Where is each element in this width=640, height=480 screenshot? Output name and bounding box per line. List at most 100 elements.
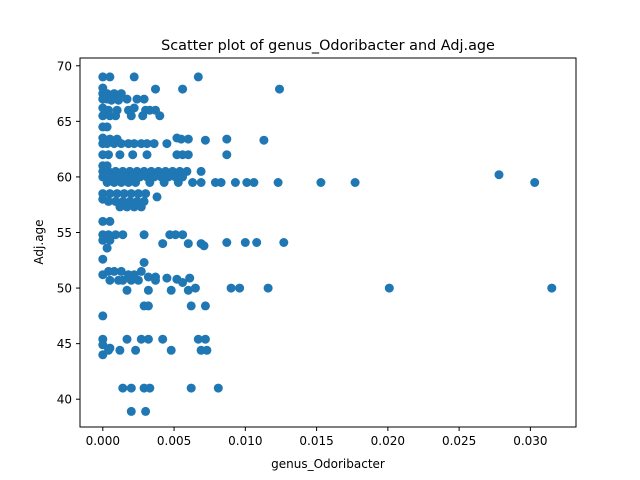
data-point — [124, 178, 133, 187]
data-point — [122, 202, 132, 212]
data-point — [151, 275, 160, 285]
data-point — [98, 254, 108, 264]
data-point — [126, 383, 136, 393]
y-tick-label: 45 — [57, 337, 72, 351]
data-point — [102, 243, 112, 253]
data-point — [183, 285, 193, 295]
data-point — [259, 135, 269, 145]
data-point — [183, 134, 193, 144]
data-point — [196, 166, 206, 176]
data-point — [222, 134, 232, 144]
data-point — [273, 178, 283, 187]
data-point — [494, 170, 504, 180]
data-point — [122, 334, 132, 344]
data-point — [350, 178, 360, 187]
y-tick-label: 40 — [57, 393, 72, 407]
data-point — [105, 216, 115, 226]
data-point — [252, 238, 262, 247]
data-point — [105, 235, 115, 245]
data-point — [145, 178, 155, 187]
data-point — [116, 139, 126, 149]
data-point — [222, 150, 232, 160]
data-point — [98, 72, 108, 82]
data-point — [151, 84, 160, 94]
data-point — [279, 238, 289, 247]
data-point — [118, 383, 128, 393]
data-point — [98, 111, 108, 121]
data-point — [166, 285, 176, 295]
data-point — [186, 383, 196, 393]
data-point — [142, 150, 152, 160]
y-tick-label: 70 — [57, 59, 72, 73]
data-point — [190, 283, 200, 293]
data-point — [193, 72, 203, 82]
data-point — [158, 334, 168, 344]
data-point — [131, 345, 141, 355]
points-layer — [98, 72, 557, 416]
data-point — [193, 334, 203, 344]
data-point — [222, 238, 232, 247]
data-point — [116, 178, 126, 187]
data-point — [128, 150, 138, 160]
data-point — [173, 178, 183, 187]
data-point — [384, 283, 394, 293]
data-point — [133, 275, 143, 285]
data-point — [105, 275, 115, 285]
data-point — [98, 311, 108, 321]
data-point — [98, 216, 108, 226]
data-point — [114, 95, 123, 105]
data-point — [200, 135, 210, 145]
data-point — [102, 178, 112, 187]
data-point — [111, 111, 121, 121]
data-point — [171, 230, 180, 240]
x-tick-label: 0.010 — [228, 434, 262, 448]
data-point — [185, 273, 195, 283]
plot-frame — [79, 57, 577, 428]
data-point — [216, 178, 226, 187]
data-point — [104, 345, 113, 355]
data-point — [188, 178, 198, 187]
data-point — [162, 273, 172, 283]
data-point — [118, 275, 128, 285]
data-point — [115, 150, 125, 160]
data-point — [111, 230, 121, 240]
x-axis: 0.000 0.005 0.010 0.015 0.020 0.025 0.030 — [86, 427, 548, 448]
data-point — [122, 94, 132, 104]
data-point — [104, 196, 113, 206]
data-point — [275, 84, 284, 94]
data-point — [102, 139, 112, 149]
x-tick-label: 0.020 — [371, 434, 405, 448]
data-point — [143, 301, 153, 311]
y-axis: 40 45 50 55 60 65 70 — [57, 59, 80, 407]
data-point — [159, 178, 169, 187]
x-tick-label: 0.025 — [442, 434, 476, 448]
data-point — [139, 258, 149, 267]
x-tick-label: 0.015 — [299, 434, 333, 448]
data-point — [139, 230, 149, 240]
data-point — [230, 178, 240, 187]
data-point — [126, 406, 136, 416]
data-point — [142, 139, 152, 149]
data-point — [149, 139, 159, 149]
data-point — [530, 178, 540, 187]
data-point — [136, 266, 146, 276]
data-point — [145, 383, 155, 393]
data-point — [105, 189, 115, 199]
data-point — [166, 345, 176, 355]
data-point — [129, 202, 139, 212]
data-point — [242, 178, 252, 187]
data-point — [129, 103, 139, 113]
data-point — [106, 95, 116, 105]
data-point — [162, 139, 172, 149]
data-point — [158, 239, 168, 249]
data-point — [202, 345, 212, 355]
data-point — [263, 283, 273, 293]
y-tick-label: 65 — [57, 115, 72, 129]
data-point — [109, 178, 119, 187]
data-point — [183, 150, 193, 160]
data-point — [136, 334, 146, 344]
data-point — [200, 301, 210, 311]
data-point — [139, 94, 149, 104]
data-point — [126, 275, 136, 285]
